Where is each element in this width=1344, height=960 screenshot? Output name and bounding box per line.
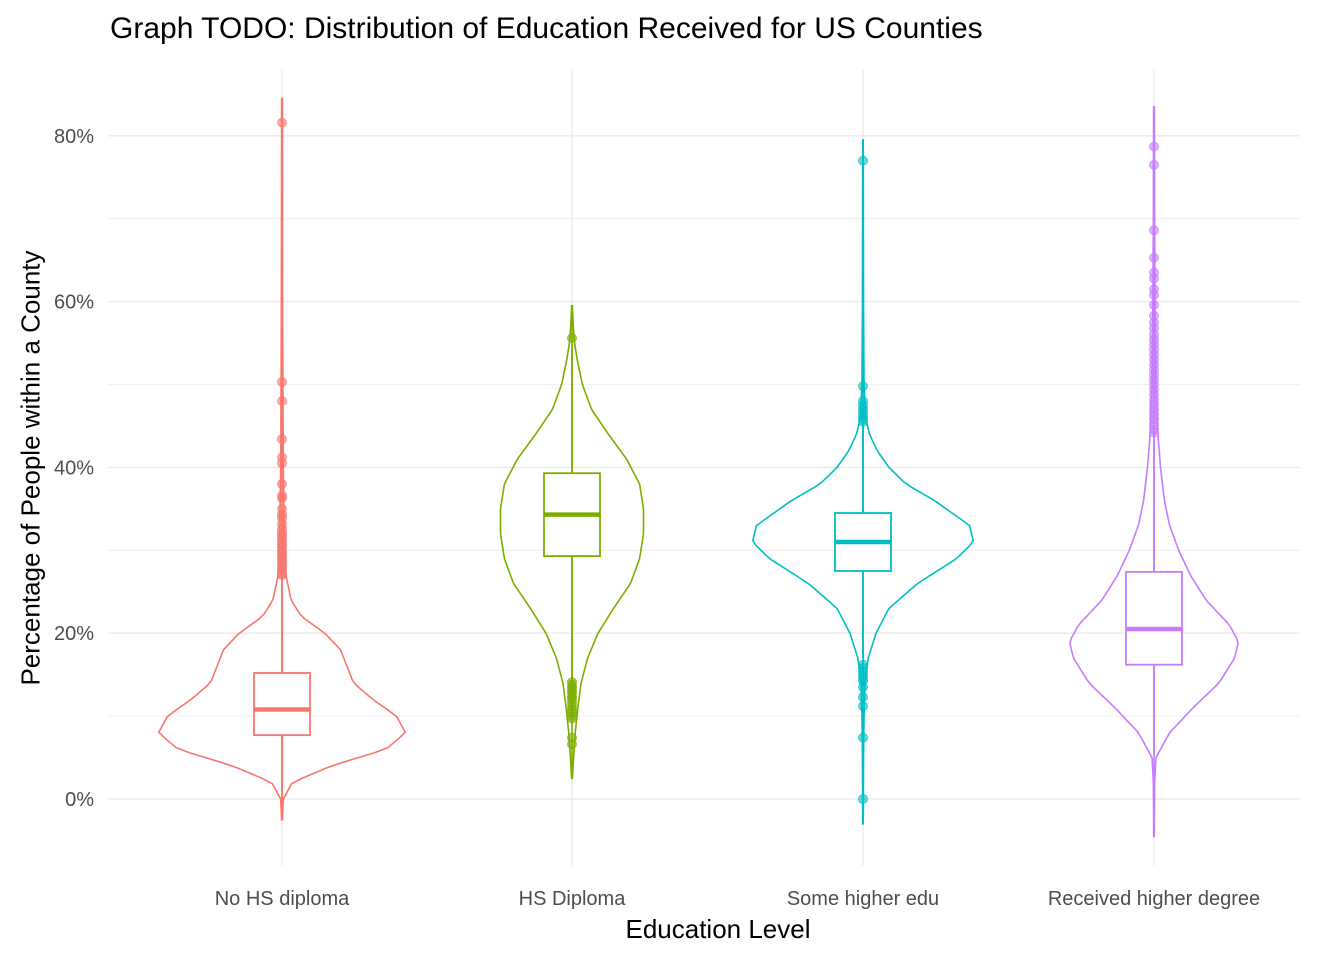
outlier-point (1149, 225, 1159, 236)
outlier-point (277, 434, 287, 445)
chart-marks (157, 97, 1239, 838)
outlier-point (277, 493, 287, 503)
y-tick-label: 40% (54, 457, 94, 479)
outlier-point (858, 701, 868, 712)
x-tick-label: No HS diploma (215, 888, 350, 910)
outlier-point (567, 713, 577, 724)
series-2 (499, 304, 645, 780)
outlier-point (858, 732, 868, 743)
outlier-point (858, 692, 868, 702)
outlier-point (858, 794, 868, 804)
x-tick-label: Received higher degree (1048, 888, 1260, 910)
x-axis-ticks: No HS diploma HS Diploma Some higher edu Re… (215, 888, 1260, 910)
outlier-point (1149, 427, 1159, 438)
outlier-point (277, 396, 287, 406)
outlier-point (1149, 252, 1159, 263)
series-1 (157, 97, 407, 821)
y-tick-label: 60% (54, 292, 94, 314)
y-tick-label: 20% (54, 623, 94, 645)
outlier-point (858, 155, 868, 166)
box (1125, 570, 1183, 666)
y-tick-label: 0% (65, 789, 94, 811)
outlier-point (277, 570, 287, 581)
outlier-point (567, 739, 577, 750)
outlier-point (277, 479, 287, 489)
outlier-point (277, 377, 287, 387)
outlier-point (858, 682, 868, 692)
outlier-point (277, 117, 287, 128)
outlier-point (1149, 273, 1159, 284)
outlier-point (1149, 290, 1159, 300)
outlier-point (858, 381, 868, 392)
grid (108, 69, 1300, 866)
outlier-point (1149, 159, 1159, 170)
series-4 (1069, 105, 1239, 838)
chart-title: Graph TODO: Distribution of Education Re… (110, 12, 983, 45)
y-tick-label: 80% (54, 126, 94, 148)
outlier-point (567, 333, 577, 343)
outlier-point (1149, 300, 1159, 310)
box (253, 672, 311, 737)
outlier-point (858, 416, 868, 427)
outlier-point (1149, 141, 1159, 152)
x-axis-label: Education Level (625, 914, 811, 944)
outlier-point (277, 458, 287, 469)
y-axis-ticks: 0% 20% 40% 60% 80% (54, 126, 94, 811)
x-tick-label: Some higher edu (787, 888, 939, 910)
series-3 (751, 139, 975, 825)
x-tick-label: HS Diploma (519, 888, 627, 910)
